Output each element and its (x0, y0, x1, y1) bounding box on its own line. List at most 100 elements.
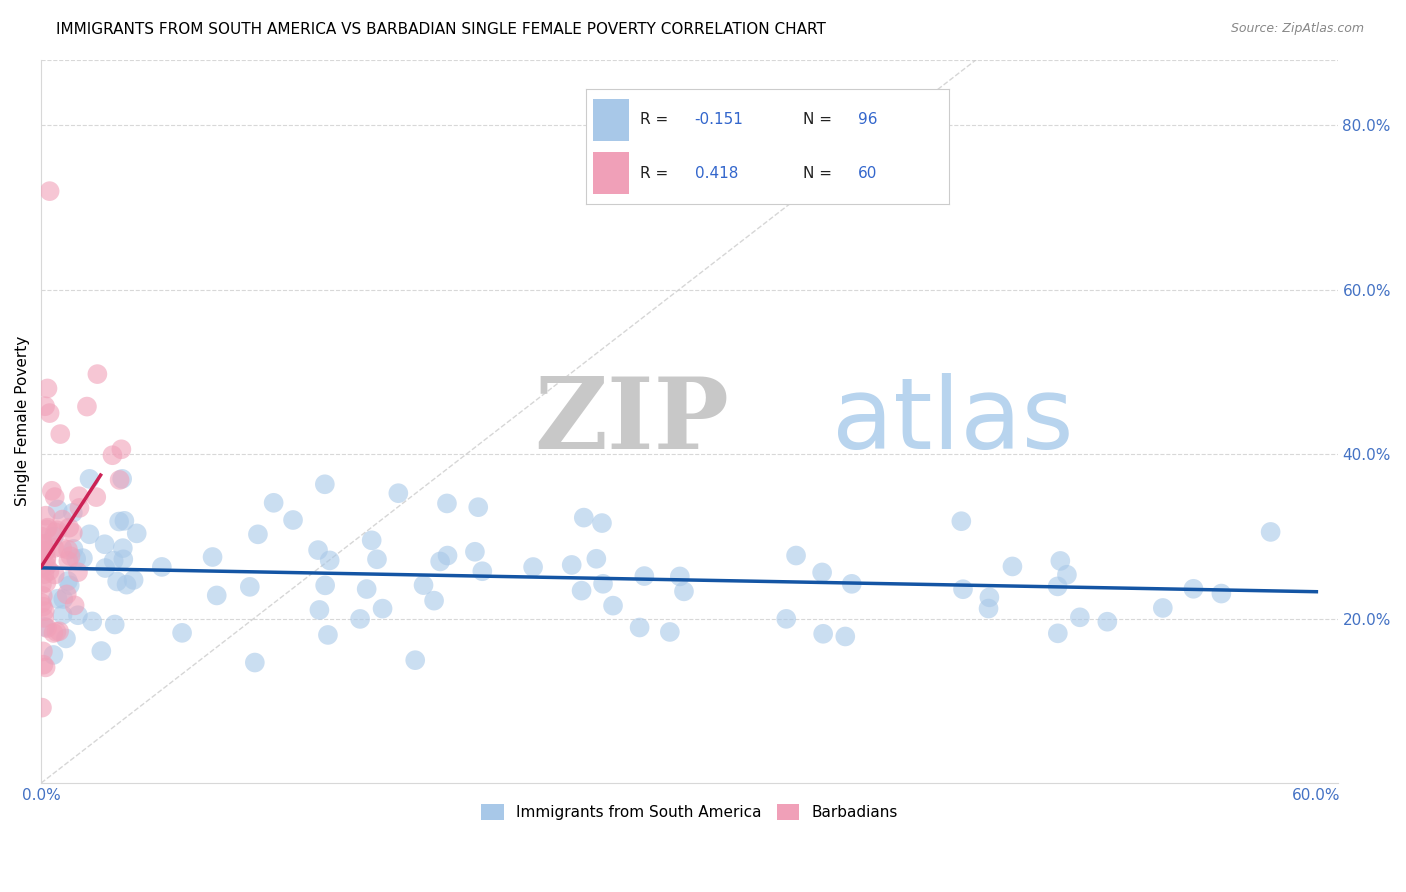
Immigrants from South America (811, 627, 834, 641)
Barbadians (34, 567, 56, 582)
Immigrants from South America (55, 632, 77, 646)
Immigrants from South America (658, 624, 681, 639)
Barbadians (58, 521, 80, 535)
Immigrants from South America (112, 514, 135, 528)
Barbadians (32, 537, 55, 551)
Immigrants from South America (412, 578, 434, 592)
Barbadians (45, 624, 67, 639)
Immigrants from South America (46, 502, 69, 516)
Immigrants from South America (471, 564, 494, 578)
Immigrants from South America (672, 584, 695, 599)
Immigrants from South America (112, 552, 135, 566)
Immigrants from South America (52, 592, 75, 607)
Barbadians (42, 626, 65, 640)
Immigrants from South America (122, 573, 145, 587)
Immigrants from South America (243, 656, 266, 670)
Immigrants from South America (977, 601, 1000, 615)
Immigrants from South America (239, 580, 262, 594)
Barbadians (46, 524, 69, 538)
Immigrants from South America (1260, 524, 1282, 539)
Immigrants from South America (1211, 586, 1233, 600)
Barbadians (51, 512, 73, 526)
Immigrants from South America (66, 608, 89, 623)
Immigrants from South America (125, 526, 148, 541)
Immigrants from South America (281, 513, 304, 527)
Immigrants from South America (72, 551, 94, 566)
Immigrants from South America (571, 583, 593, 598)
Immigrants from South America (42, 648, 65, 662)
Y-axis label: Single Female Poverty: Single Female Poverty (15, 336, 30, 507)
Barbadians (69, 500, 91, 515)
Barbadians (58, 554, 80, 568)
Barbadians (35, 559, 58, 574)
Immigrants from South America (360, 533, 382, 548)
Immigrants from South America (79, 527, 101, 541)
Barbadians (35, 550, 58, 565)
Immigrants from South America (1046, 579, 1069, 593)
Immigrants from South America (429, 554, 451, 568)
Immigrants from South America (246, 527, 269, 541)
Barbadians (37, 521, 59, 535)
Immigrants from South America (592, 576, 614, 591)
Barbadians (63, 599, 86, 613)
Immigrants from South America (103, 554, 125, 568)
Immigrants from South America (585, 551, 607, 566)
Barbadians (38, 564, 60, 578)
Barbadians (32, 657, 55, 672)
Immigrants from South America (1001, 559, 1024, 574)
Immigrants from South America (950, 514, 973, 528)
Barbadians (76, 400, 98, 414)
Immigrants from South America (316, 628, 339, 642)
Immigrants from South America (423, 593, 446, 607)
Immigrants from South America (307, 543, 329, 558)
Immigrants from South America (775, 612, 797, 626)
Immigrants from South America (628, 620, 651, 634)
Immigrants from South America (314, 477, 336, 491)
Immigrants from South America (979, 591, 1001, 605)
Barbadians (34, 604, 56, 618)
Immigrants from South America (522, 560, 544, 574)
Barbadians (34, 399, 56, 413)
Immigrants from South America (464, 545, 486, 559)
Immigrants from South America (52, 607, 75, 622)
Immigrants from South America (561, 558, 583, 572)
Immigrants from South America (371, 601, 394, 615)
Immigrants from South America (602, 599, 624, 613)
Barbadians (32, 611, 55, 625)
Immigrants from South America (34, 620, 56, 634)
Immigrants from South America (387, 486, 409, 500)
Barbadians (31, 599, 53, 614)
Barbadians (31, 530, 53, 544)
Immigrants from South America (1049, 554, 1071, 568)
Barbadians (37, 381, 59, 395)
Immigrants from South America (841, 577, 863, 591)
Immigrants from South America (349, 612, 371, 626)
Barbadians (34, 660, 56, 674)
Barbadians (31, 596, 53, 610)
Immigrants from South America (1046, 626, 1069, 640)
Barbadians (59, 549, 82, 564)
Barbadians (56, 542, 79, 557)
Barbadians (31, 700, 53, 714)
Barbadians (62, 525, 84, 540)
Immigrants from South America (205, 589, 228, 603)
Immigrants from South America (90, 644, 112, 658)
Barbadians (108, 473, 131, 487)
Immigrants from South America (436, 496, 458, 510)
Barbadians (84, 490, 107, 504)
Immigrants from South America (263, 496, 285, 510)
Barbadians (55, 587, 77, 601)
Immigrants from South America (82, 615, 104, 629)
Barbadians (35, 508, 58, 523)
Immigrants from South America (633, 569, 655, 583)
Immigrants from South America (79, 472, 101, 486)
Immigrants from South America (834, 630, 856, 644)
Immigrants from South America (1097, 615, 1119, 629)
Barbadians (38, 406, 60, 420)
Barbadians (44, 490, 66, 504)
Barbadians (31, 560, 53, 574)
Immigrants from South America (59, 578, 82, 592)
Immigrants from South America (56, 574, 79, 588)
Text: ZIP: ZIP (534, 373, 728, 470)
Immigrants from South America (318, 553, 340, 567)
